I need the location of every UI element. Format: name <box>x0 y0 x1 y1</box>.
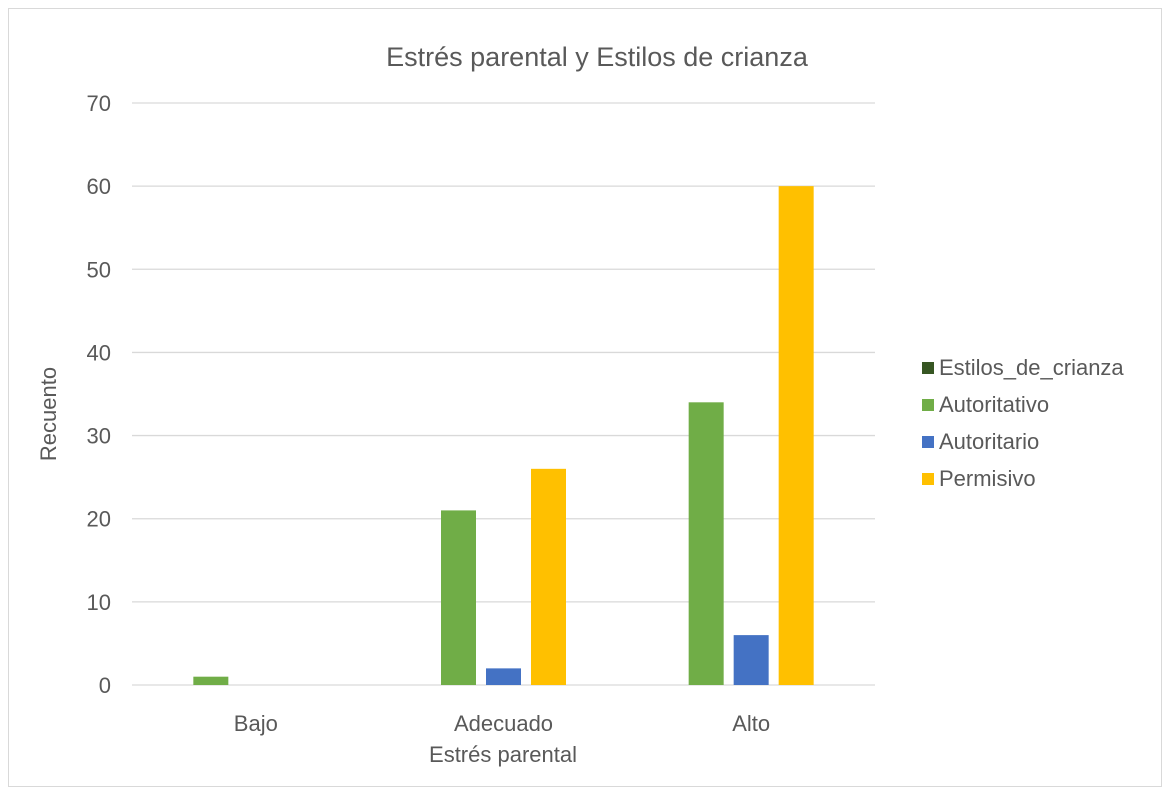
bar-autoritativo-bajo <box>193 676 229 685</box>
chart-frame: Estrés parental y Estilos de crianza 0 10… <box>8 8 1162 787</box>
bar-autoritativo-alto <box>688 402 724 685</box>
bar-autoritario-adecuado <box>486 668 521 685</box>
legend-label: Autoritativo <box>939 392 1049 417</box>
y-axis-ticks: 0 10 20 30 40 50 60 70 <box>87 91 111 698</box>
y-tick-label: 40 <box>87 340 111 365</box>
x-tick-label: Bajo <box>234 711 278 736</box>
legend-swatch <box>922 399 934 411</box>
legend-label: Autoritario <box>939 429 1039 454</box>
bar-autoritario-alto <box>733 635 769 685</box>
legend-swatch <box>922 473 934 485</box>
y-tick-label: 20 <box>87 507 111 532</box>
legend: Estilos_de_crianza Autoritativo Autoritari… <box>922 355 1124 491</box>
legend-label: Permisivo <box>939 466 1036 491</box>
y-tick-label: 50 <box>87 257 111 282</box>
legend-swatch <box>922 436 934 448</box>
bars <box>193 186 814 685</box>
x-axis-label: Estrés parental <box>429 742 577 767</box>
y-tick-label: 10 <box>87 590 111 615</box>
y-axis-label: Recuento <box>36 367 61 461</box>
x-axis-ticks: Bajo Adecuado Alto <box>234 711 770 736</box>
y-tick-label: 70 <box>87 91 111 116</box>
x-tick-label: Adecuado <box>454 711 553 736</box>
bar-chart: Estrés parental y Estilos de crianza 0 10… <box>36 42 1124 767</box>
gridlines <box>132 102 875 686</box>
legend-label: Estilos_de_crianza <box>939 355 1124 380</box>
chart-title: Estrés parental y Estilos de crianza <box>386 42 809 72</box>
x-tick-label: Alto <box>732 711 770 736</box>
y-tick-label: 0 <box>99 673 111 698</box>
legend-swatch <box>922 362 934 374</box>
y-tick-label: 60 <box>87 174 111 199</box>
y-tick-label: 30 <box>87 424 111 449</box>
bar-permisivo-adecuado <box>531 468 566 685</box>
bar-autoritativo-adecuado <box>441 510 476 685</box>
bar-permisivo-alto <box>778 186 814 685</box>
